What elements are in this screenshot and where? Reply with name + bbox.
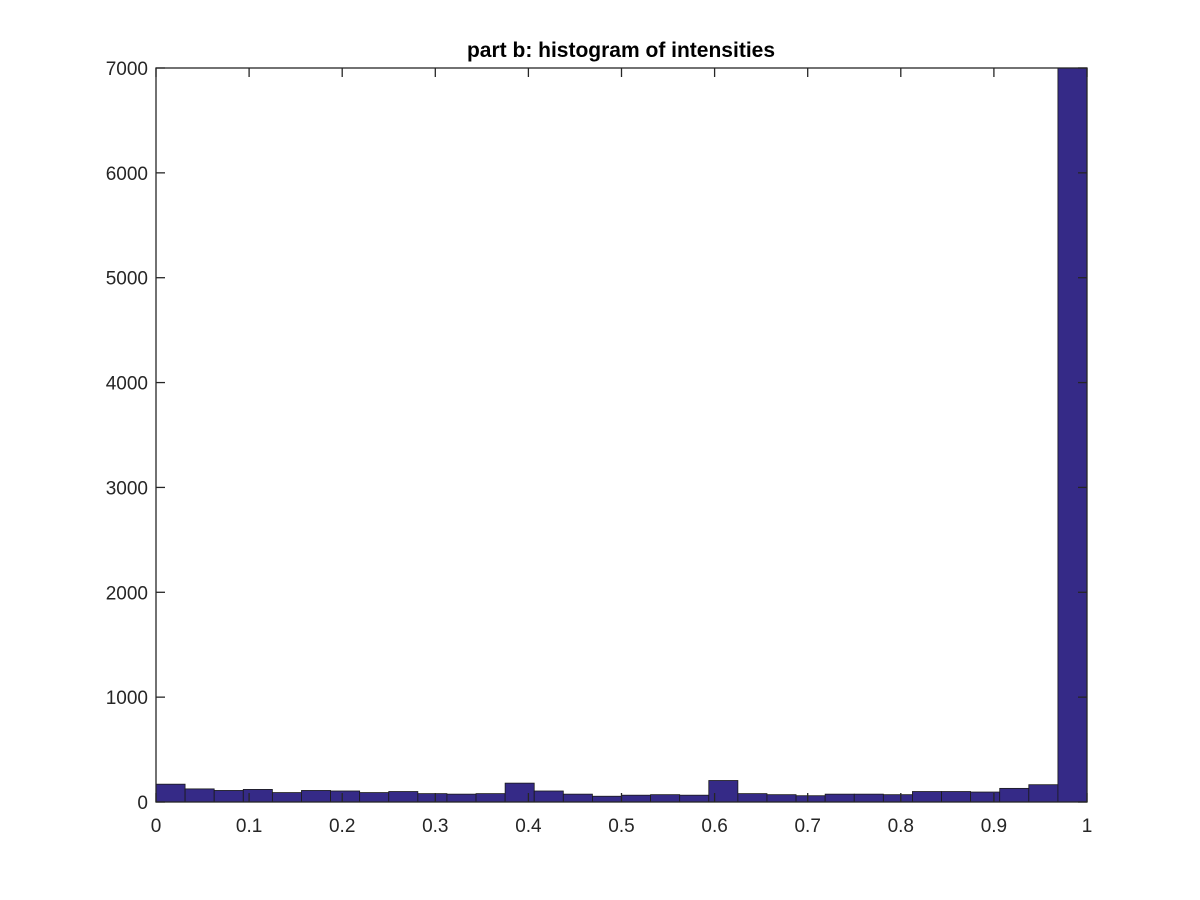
x-tick-label: 0.5 [608, 816, 634, 837]
histogram-bar [912, 791, 942, 803]
x-axis-ticks: 0 0.1 0.2 0.3 0.4 0.5 0.6 0.7 0.8 0.9 1 [151, 68, 1093, 837]
x-tick-label: 0 [151, 816, 162, 837]
histogram-bar [970, 791, 1001, 803]
histogram-bar [766, 794, 797, 803]
y-tick-label: 0 [137, 793, 148, 814]
histogram-bar [708, 780, 739, 803]
x-tick-label: 1 [1082, 816, 1093, 837]
chart-title: part b: histogram of intensities [467, 39, 775, 62]
y-tick-label: 2000 [106, 583, 148, 604]
histogram-bar [213, 790, 244, 803]
histogram-bar [562, 793, 593, 803]
histogram-bar [679, 794, 710, 803]
histogram-bar [155, 783, 186, 803]
histogram-bar [1057, 67, 1088, 803]
y-tick-label: 4000 [106, 374, 148, 395]
histogram-bar [359, 792, 390, 803]
x-tick-label: 0.7 [794, 816, 820, 837]
histogram-bar [592, 795, 622, 803]
x-tick-label: 0.4 [515, 816, 542, 837]
histogram-bar [882, 794, 913, 803]
histogram-bar [824, 793, 855, 803]
x-tick-label: 0.9 [981, 816, 1007, 837]
histogram-bar [271, 792, 302, 803]
x-tick-label: 0.2 [329, 816, 355, 837]
histogram-bar [475, 793, 506, 803]
histogram-bar [650, 794, 681, 803]
histogram-bar [795, 795, 826, 803]
histogram-bar [446, 793, 477, 803]
histogram-bar [242, 789, 273, 803]
histogram-bar [737, 793, 768, 803]
histogram-bar [533, 790, 564, 803]
histogram-bar [301, 790, 331, 803]
y-axis-ticks: 0 1000 2000 3000 4000 5000 6000 7000 [106, 59, 1087, 814]
x-tick-label: 0.8 [888, 816, 914, 837]
histogram-bar [417, 793, 448, 803]
x-tick-label: 0.1 [236, 816, 262, 837]
x-tick-label: 0.3 [422, 816, 448, 837]
y-tick-label: 7000 [106, 59, 148, 80]
histogram-bar [330, 790, 361, 803]
histogram-bar [621, 794, 651, 803]
histogram-bar [388, 791, 419, 803]
histogram-bar [941, 791, 972, 803]
histogram-bar [853, 793, 884, 803]
y-tick-label: 6000 [106, 164, 148, 185]
y-tick-label: 5000 [106, 269, 148, 290]
histogram-bar [1028, 784, 1059, 803]
x-tick-label: 0.6 [701, 816, 727, 837]
y-tick-label: 3000 [106, 478, 148, 499]
histogram-bar [999, 787, 1030, 803]
y-tick-label: 1000 [106, 688, 148, 709]
histogram-bars [155, 67, 1088, 803]
histogram-bar [184, 788, 215, 803]
histogram-bar [504, 782, 535, 803]
